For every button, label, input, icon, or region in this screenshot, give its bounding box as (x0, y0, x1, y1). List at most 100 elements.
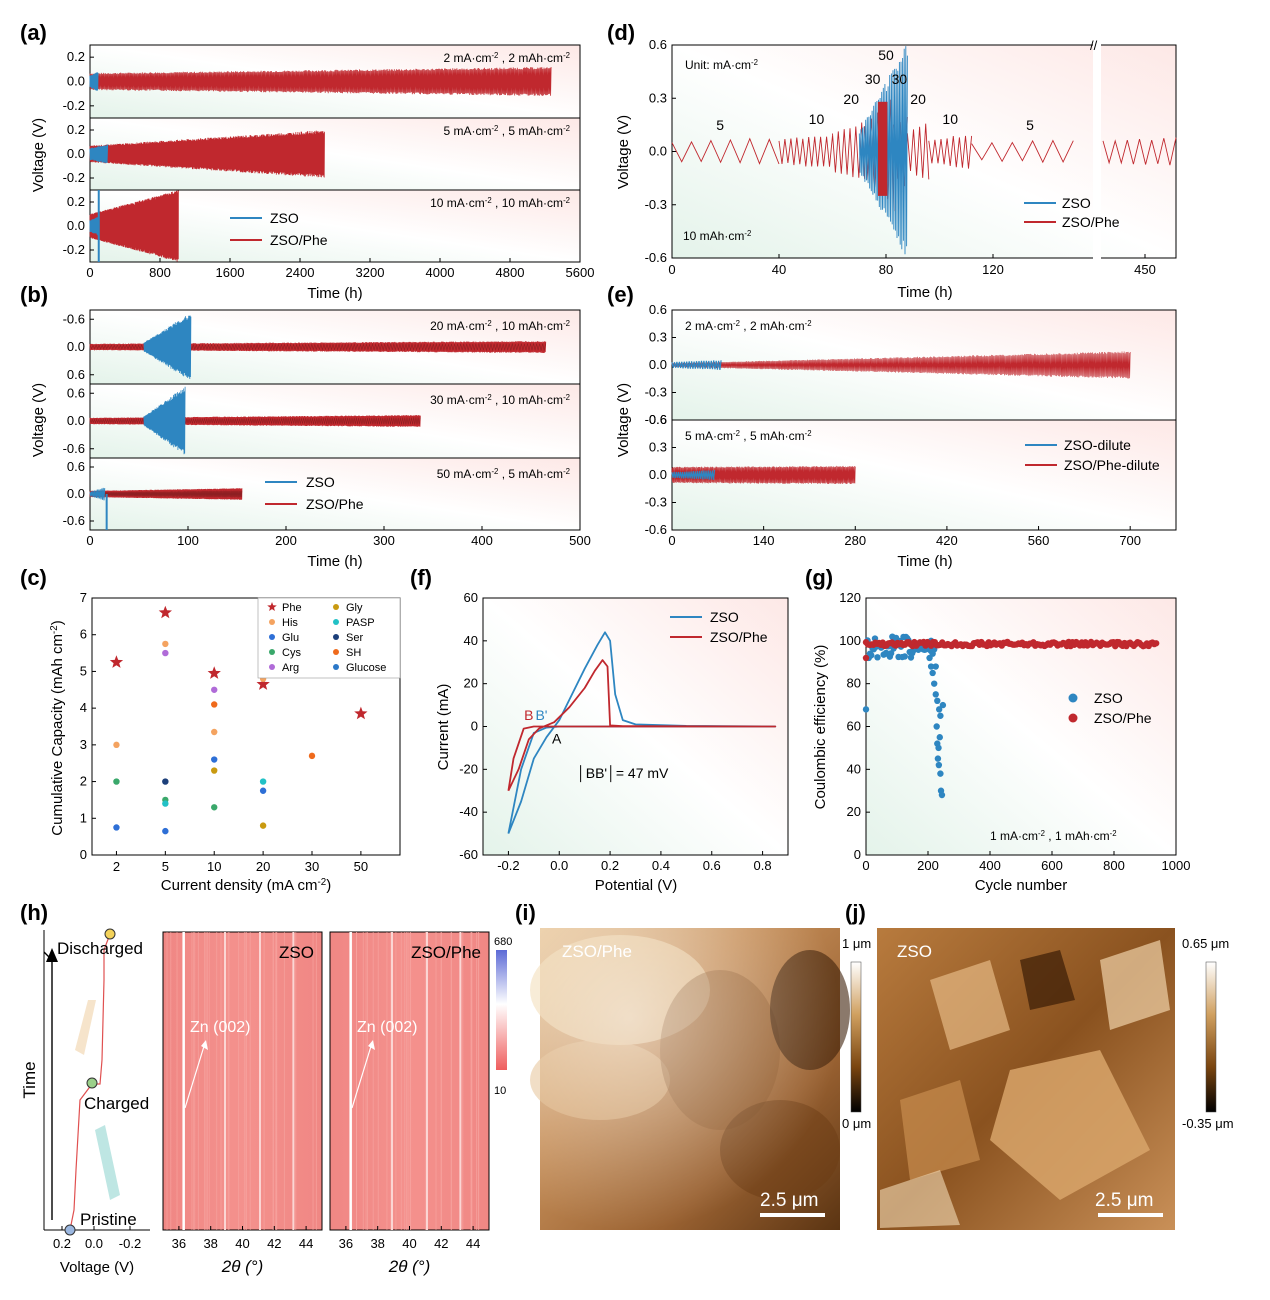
rate-label: 5 (716, 117, 724, 133)
y-tick-label: 0.2 (67, 122, 85, 137)
data-point-glu (113, 824, 120, 831)
label-bb-gap: │BB'│= 47 mV (577, 765, 669, 783)
series-zso-failure-band (143, 315, 192, 380)
peak-label-zn002: Zn (002) (357, 1019, 417, 1036)
data-point-zso (901, 653, 908, 660)
x-tick-label: 420 (936, 533, 958, 548)
series-zso-phe-band (89, 130, 325, 178)
x-tick-label: 0.2 (53, 1236, 71, 1251)
y-tick-label: 0.0 (67, 339, 85, 354)
series-zso-phe-core (89, 490, 243, 498)
legend-swatch (269, 664, 275, 670)
data-point-glu (162, 827, 169, 835)
series-zso-phe (507, 659, 777, 792)
legend-zso-swatch (1068, 693, 1078, 703)
y-tick-label: 0.3 (649, 330, 667, 345)
series-zso-phe-segment (928, 135, 973, 169)
panel-f-ylabel: Current (mA) (435, 684, 452, 771)
y-tick-label: 0.3 (649, 90, 667, 105)
legend-swatch (333, 649, 339, 655)
panel-c-ylabel: Cumulative Capacity (mAh cm-2) (49, 620, 67, 835)
x-tick-label: 400 (471, 533, 493, 548)
panel-e-ylabel: Voltage (V) (615, 383, 632, 457)
panel-e-xlabel: Time (h) (897, 553, 952, 570)
x-tick-label: 0 (86, 265, 93, 280)
heatmap-2 (329, 931, 490, 1231)
series-zso-failure-band (143, 386, 186, 455)
x-tick-label: 300 (373, 533, 395, 548)
peak-label-zn002: Zn (002) (190, 1019, 250, 1036)
rate-label: 30 (865, 71, 881, 87)
y-tick-label: 0.0 (67, 146, 85, 161)
y-tick-label: 0.0 (67, 413, 85, 428)
data-point-zso (937, 712, 944, 719)
legend-swatch (269, 649, 275, 655)
y-tick-label: -0.6 (645, 522, 667, 537)
y-tick-label: -0.2 (63, 98, 85, 113)
y-tick-label: -0.3 (645, 197, 667, 212)
data-point-zso (935, 744, 942, 752)
panel-c-plot-frame (91, 597, 401, 856)
axis-break-mark: // (1090, 38, 1098, 53)
x-tick-label: 0.4 (652, 858, 670, 873)
x-tick-label: 40 (402, 1236, 416, 1251)
legend-zso-dilute-label: ZSO-dilute (1064, 437, 1131, 453)
rate-label: 10 (809, 111, 825, 127)
panel-f-cv-plot: 60 40 20 0 -20 -40 -60 -0.2 0.0 0.2 0.4 0.6 0.8 B B' A │… (435, 590, 789, 894)
panel-a-cycling-plot: 0.2 0.0 -0.2 2 mA·cm-2 , 2 mAh·cm-2 0.2 0.0 -0… (30, 44, 594, 302)
colorbar-min-label: 10 (494, 1085, 506, 1097)
label-a: A (552, 731, 562, 747)
x-tick-label: 400 (979, 858, 1001, 873)
data-point-zso (934, 755, 942, 762)
panel-c-scatter-plot: 0 1 2 3 4 5 6 7 2 5 10 20 30 50 Phe His Glu Cys Arg Gly PASP… (49, 590, 401, 894)
y-tick-label: 20 (464, 676, 478, 691)
process-arrow-charge (95, 1125, 120, 1200)
series-zso-phe-segment (778, 135, 833, 167)
data-point-glu (211, 756, 218, 763)
peak-pointer-arrow (184, 1042, 206, 1109)
y-tick-label: -20 (459, 761, 478, 776)
panel-label-d: (d) (607, 20, 635, 45)
panel-e-dilute-plot: 0.6 0.3 0.0 -0.3 -0.6 2 mA·cm-2 , 2 mAh·cm-2 0… (615, 302, 1177, 570)
data-point-his (162, 640, 169, 648)
panel-c-legend-box (257, 597, 401, 679)
y-tick-label: 0.2 (67, 49, 85, 64)
rate-label: 50 (878, 47, 894, 63)
data-point-zso (936, 734, 943, 741)
legend-label-sh: SH (346, 647, 361, 659)
heatmap-colorbar (496, 950, 507, 1070)
x-tick-label: 36 (339, 1236, 353, 1251)
panel-a-ylabel: Voltage (V) (30, 118, 47, 192)
legend-label-pasp: PASP (346, 617, 375, 629)
y-tick-label: 0.0 (67, 486, 85, 501)
y-tick-label: -0.6 (645, 412, 667, 427)
y-tick-label: 60 (464, 590, 478, 605)
data-point-his (211, 728, 218, 736)
legend-zso-phe-swatch (1068, 713, 1078, 723)
series-zso-phe-segment (832, 122, 866, 179)
x-tick-label: -0.2 (119, 1236, 141, 1251)
x-tick-label: 0.0 (550, 858, 568, 873)
x-tick-label: 1000 (1162, 858, 1191, 873)
data-point-arg (162, 649, 169, 657)
y-tick-label: 0.0 (67, 74, 85, 89)
data-point-ser (162, 778, 169, 785)
x-tick-label: 1600 (216, 265, 245, 280)
x-tick-label: 0 (86, 533, 93, 548)
panel-f-xlabel: Potential (V) (595, 877, 678, 894)
state-charged-label: Charged (84, 1094, 149, 1113)
y-tick-label: 0.6 (649, 302, 667, 317)
panel-b-ylabel: Voltage (V) (30, 383, 47, 457)
legend-label-cys: Cys (282, 647, 301, 659)
x-tick-label: 0.0 (85, 1236, 103, 1251)
panel-e-annotation-2: 5 mA·cm-2 , 5 mAh·cm-2 (685, 429, 812, 444)
series-zso-phe-dilute-band (671, 351, 1131, 379)
panel-label-h: (h) (20, 900, 48, 925)
x-tick-label: 560 (1028, 533, 1050, 548)
y-tick-label: -0.3 (645, 385, 667, 400)
y-tick-label: -60 (459, 847, 478, 862)
data-point-zso (927, 663, 935, 670)
afm-cb-top-j: 0.65 μm (1182, 936, 1229, 951)
panel-c-xlabel: Current density (mA cm-2) (161, 877, 331, 895)
y-tick-label: -0.3 (645, 495, 667, 510)
